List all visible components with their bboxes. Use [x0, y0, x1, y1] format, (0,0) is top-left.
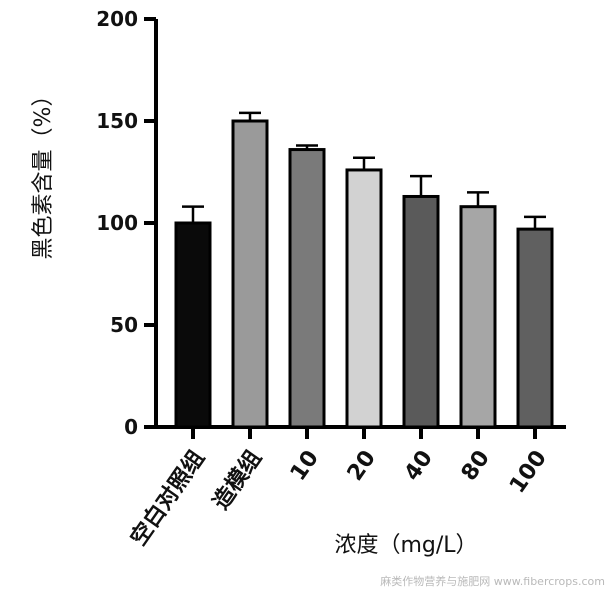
category-label-0: 空白对照组 [126, 446, 210, 551]
watermark-text: 麻类作物营养与施肥网 www.fibercrops.com [380, 575, 605, 588]
y-tick-label: 150 [96, 109, 138, 133]
bar-4 [402, 194, 440, 429]
x-axis [154, 425, 566, 439]
category-label-3: 20 [343, 446, 381, 485]
y-axis: 0 50 100 150 200 [96, 7, 158, 439]
y-tick-label: 200 [96, 7, 138, 31]
bar-0 [174, 221, 212, 429]
bar-6 [516, 227, 554, 429]
x-axis-title: 浓度（mg/L） [334, 533, 477, 558]
bar-3 [345, 168, 383, 429]
y-axis-title: 黑色素含量（%） [31, 85, 56, 260]
category-label-6: 100 [505, 446, 552, 498]
bars [174, 119, 554, 429]
y-tick-label: 100 [96, 211, 138, 235]
y-tick-label: 50 [110, 313, 138, 337]
category-label-2: 10 [286, 446, 324, 485]
category-label-5: 80 [457, 446, 495, 485]
bar-2 [288, 148, 326, 429]
category-label-1: 造模组 [208, 446, 267, 515]
y-tick-label: 0 [124, 415, 138, 439]
category-label-4: 40 [400, 446, 438, 485]
error-bars [182, 111, 546, 230]
bar-1 [231, 119, 269, 429]
bar-5 [459, 205, 497, 429]
